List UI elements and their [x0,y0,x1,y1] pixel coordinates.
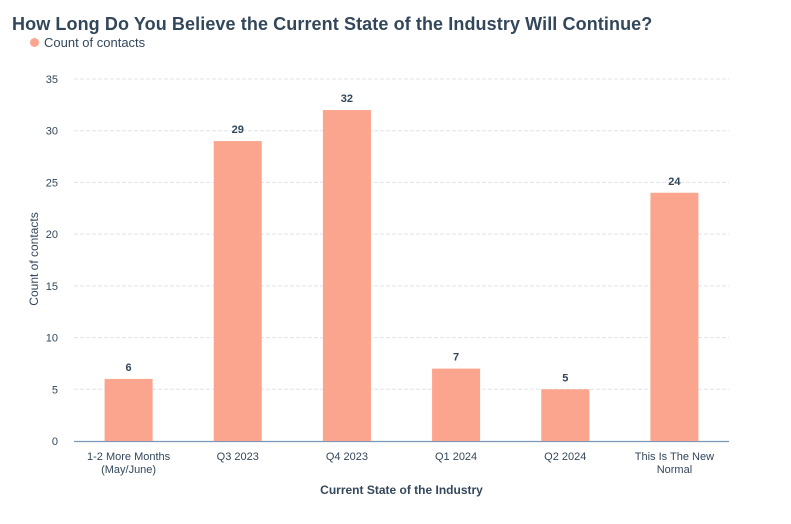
bar[interactable] [213,141,262,442]
x-tick-label: 1-2 More Months [87,451,171,463]
y-tick-label: 35 [46,74,58,86]
legend-label: Count of contacts [44,35,146,50]
x-tick-label: Q3 2023 [217,451,259,463]
bar[interactable] [104,378,153,441]
y-tick-label: 10 [46,333,58,345]
y-tick-label: 15 [46,281,58,293]
y-tick-label: 0 [52,436,58,448]
bar[interactable] [322,110,371,442]
legend-marker [30,38,39,47]
legend[interactable]: Count of contacts [30,35,145,50]
y-tick-label: 20 [46,229,58,241]
bar[interactable] [650,192,699,441]
x-tick-label: (May/June) [101,464,156,476]
x-axis-title: Current State of the Industry [320,483,483,497]
data-label: 24 [668,176,681,188]
y-tick-label: 30 [46,126,58,138]
data-label: 7 [453,352,459,364]
bar[interactable] [541,389,590,441]
data-label: 6 [126,362,132,374]
x-tick-label: Q4 2023 [326,451,368,463]
y-tick-label: 5 [52,384,58,396]
data-label: 5 [562,372,568,384]
data-label: 29 [232,124,244,136]
chart-title: How Long Do You Believe the Current Stat… [12,14,653,34]
y-axis-title: Count of contacts [27,212,41,305]
y-tick-label: 25 [46,177,58,189]
x-tick-label: Normal [657,464,692,476]
bar[interactable] [432,368,481,441]
data-label: 32 [341,93,353,105]
x-tick-label: Q2 2024 [544,451,586,463]
x-tick-label: This Is The New [635,451,714,463]
x-tick-label: Q1 2024 [435,451,477,463]
